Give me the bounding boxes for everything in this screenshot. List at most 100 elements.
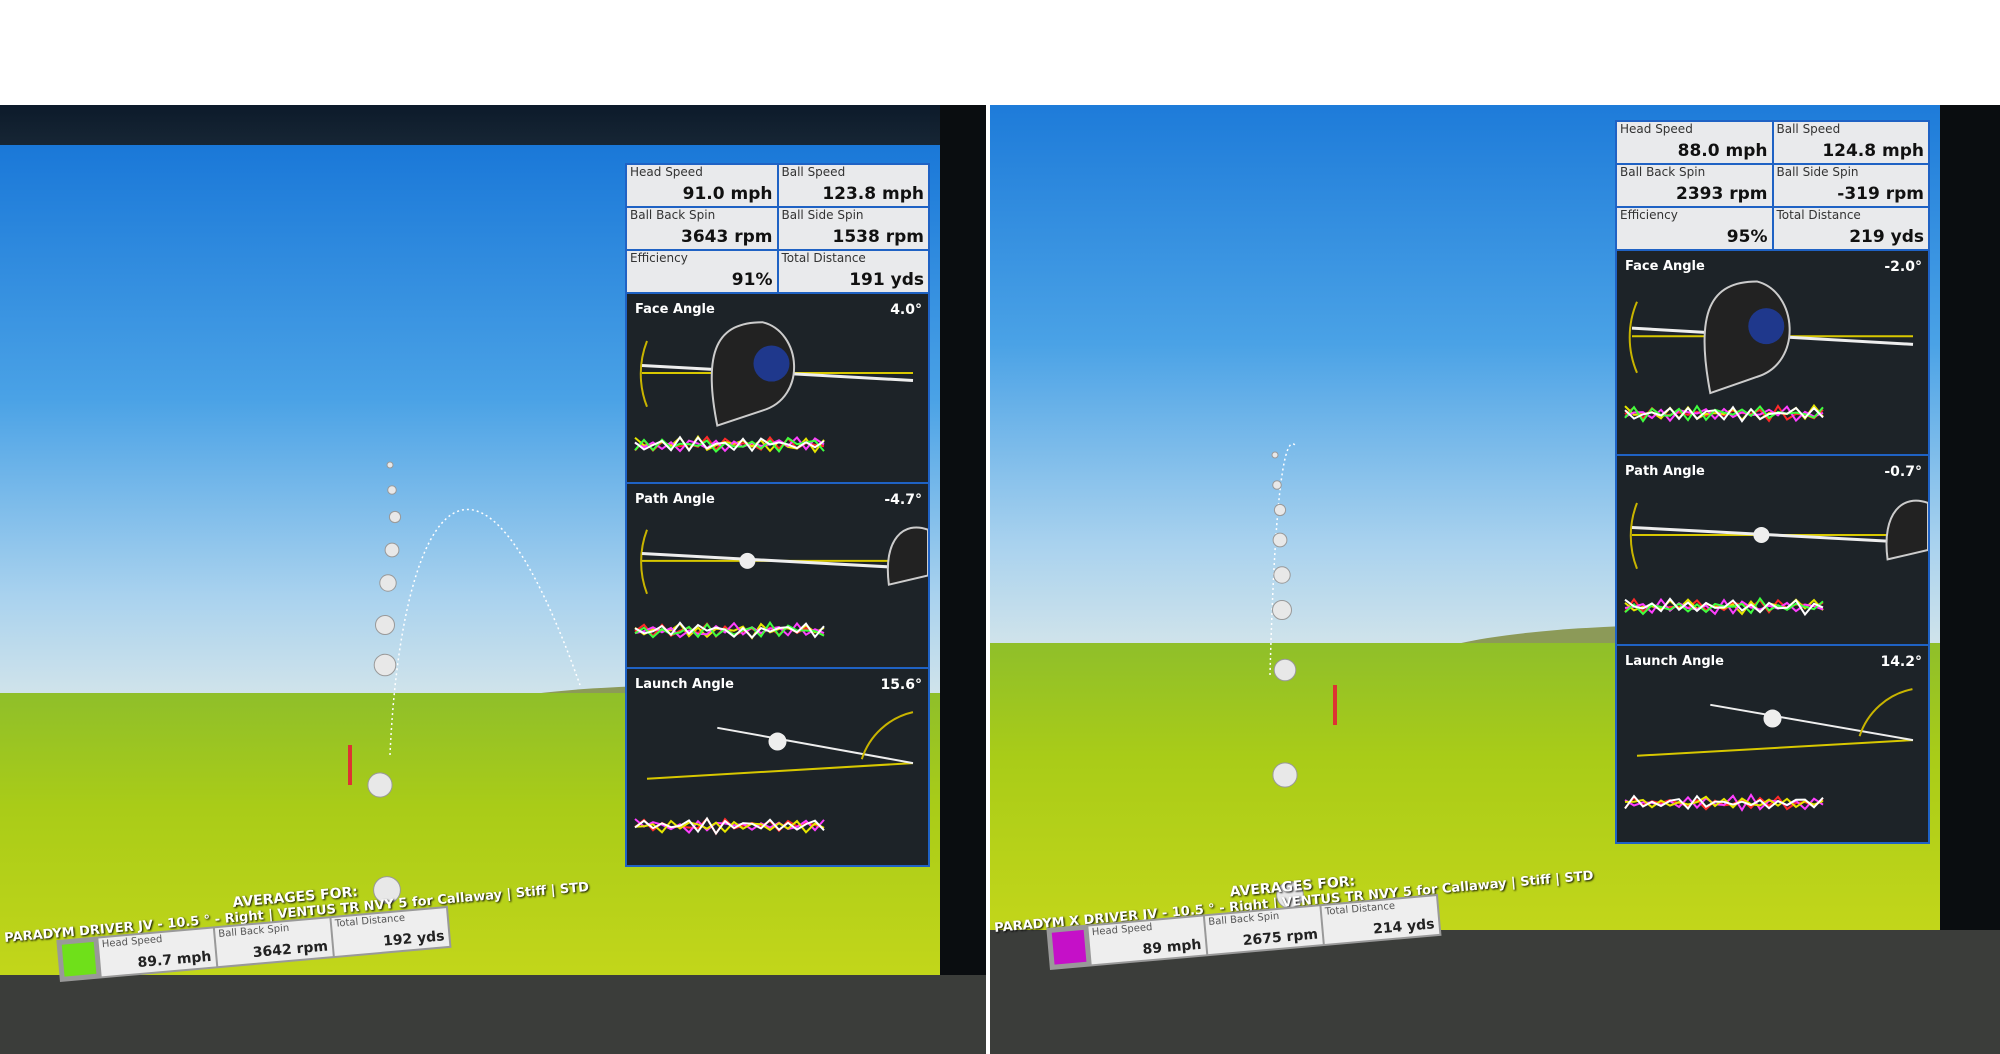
ball-position [1274, 659, 1296, 681]
ball-position [387, 462, 393, 468]
average-label: Total Distance [1325, 901, 1396, 918]
face-angle-graphic [1617, 251, 1928, 454]
average-cell: Head Speed 89.7 mph [98, 928, 216, 976]
ball-position [374, 654, 396, 676]
stat-label: Ball Back Spin [630, 208, 715, 222]
stat-cell: Ball Back Spin 3643 rpm [627, 208, 777, 249]
club-head-icon [1886, 501, 1928, 560]
stats-grid: Head Speed 88.0 mph Ball Speed 124.8 mph Bal… [1617, 122, 1928, 249]
ground-line [647, 763, 913, 779]
stat-label: Head Speed [1620, 122, 1693, 136]
stat-label: Ball Back Spin [1620, 165, 1705, 179]
stat-value: 219 yds [1849, 227, 1924, 247]
stat-label: Ball Side Spin [1777, 165, 1859, 179]
shot-photo-right: Head Speed 88.0 mph Ball Speed 124.8 mph Bal… [990, 105, 2000, 1054]
angle-scale [1860, 689, 1913, 736]
stat-label: Ball Side Spin [782, 208, 864, 222]
path-angle-section: Path Angle -0.7° [1617, 456, 1928, 644]
average-value: 214 yds [1372, 916, 1435, 937]
face-angle-section: Face Angle -2.0° [1617, 251, 1928, 454]
average-label: Total Distance [335, 913, 406, 930]
launch-angle-section: Launch Angle 14.2° [1617, 646, 1928, 842]
stat-cell: Ball Back Spin 2393 rpm [1617, 165, 1772, 206]
stat-value: 2393 rpm [1676, 184, 1768, 204]
stat-cell: Total Distance 219 yds [1774, 208, 1929, 249]
stat-cell: Head Speed 91.0 mph [627, 165, 777, 206]
stat-label: Total Distance [782, 251, 866, 265]
launch-angle-section: Launch Angle 15.6° [627, 669, 928, 865]
ball-icon [1764, 710, 1782, 728]
average-value: 89 mph [1142, 937, 1202, 958]
impact-spot [1748, 308, 1784, 344]
average-cell: Head Speed 89 mph [1088, 916, 1206, 964]
ball-position [1274, 567, 1290, 583]
face-angle-graphic [627, 294, 928, 482]
club-color-swatch [1052, 930, 1087, 965]
average-value: 192 yds [382, 928, 445, 949]
stat-cell: Ball Speed 123.8 mph [779, 165, 929, 206]
stat-value: 124.8 mph [1822, 141, 1924, 161]
floor [0, 975, 986, 1054]
shot-data-panel: Head Speed 88.0 mph Ball Speed 124.8 mph Bal… [1615, 120, 1930, 844]
ball-position [1273, 601, 1292, 620]
stat-cell: Total Distance 191 yds [779, 251, 929, 292]
ball-position [1274, 504, 1285, 515]
average-cell: Total Distance 192 yds [331, 908, 449, 956]
stat-label: Efficiency [1620, 208, 1678, 222]
launch-angle-graphic [1617, 646, 1928, 842]
average-cell: Ball Back Spin 3642 rpm [215, 918, 333, 966]
stat-label: Ball Speed [782, 165, 846, 179]
angle-scale [1630, 302, 1637, 373]
stat-cell: Ball Side Spin 1538 rpm [779, 208, 929, 249]
ball-position [368, 773, 392, 797]
stat-cell: Ball Speed 124.8 mph [1774, 122, 1929, 163]
launch-line [1710, 705, 1913, 740]
average-label: Ball Back Spin [1208, 911, 1280, 928]
ball-position [389, 511, 400, 522]
ball-icon [1753, 527, 1769, 543]
average-cell: Ball Back Spin 2675 rpm [1205, 906, 1323, 954]
stat-value: 88.0 mph [1678, 141, 1768, 161]
ball-icon [769, 733, 787, 751]
stats-grid: Head Speed 91.0 mph Ball Speed 123.8 mph Bal… [627, 165, 928, 292]
average-value: 3642 rpm [252, 939, 328, 962]
stat-cell: Efficiency 91% [627, 251, 777, 292]
ball-position [388, 486, 397, 495]
stat-value: -319 rpm [1837, 184, 1924, 204]
stat-value: 191 yds [849, 270, 924, 290]
angle-scale [862, 712, 913, 759]
ball-position [385, 543, 399, 557]
path-angle-graphic [1617, 456, 1928, 644]
shot-photo-left: Head Speed 91.0 mph Ball Speed 123.8 mph Bal… [0, 105, 986, 1054]
trajectory-trace [1270, 444, 1295, 675]
stat-value: 123.8 mph [822, 184, 924, 204]
stat-value: 91% [732, 270, 773, 290]
path-angle-section: Path Angle -4.7° [627, 484, 928, 667]
launch-line [717, 728, 913, 763]
stat-label: Head Speed [630, 165, 703, 179]
stat-label: Ball Speed [1777, 122, 1841, 136]
average-label: Head Speed [1091, 922, 1152, 938]
ball-position [1273, 481, 1282, 490]
stat-cell: Ball Side Spin -319 rpm [1774, 165, 1929, 206]
trajectory-trace [390, 509, 580, 755]
shot-data-panel: Head Speed 91.0 mph Ball Speed 123.8 mph Bal… [625, 163, 930, 867]
stat-value: 3643 rpm [681, 227, 773, 247]
ball-position [380, 575, 396, 591]
average-label: Head Speed [101, 934, 162, 950]
stat-label: Efficiency [630, 251, 688, 265]
stat-cell: Efficiency 95% [1617, 208, 1772, 249]
ball-position [1273, 533, 1287, 547]
average-value: 2675 rpm [1242, 927, 1318, 950]
ground-line [1637, 740, 1913, 756]
ball-position [376, 616, 395, 635]
stat-value: 1538 rpm [833, 227, 925, 247]
impact-spot [753, 346, 789, 382]
face-angle-section: Face Angle 4.0° [627, 294, 928, 482]
stat-value: 91.0 mph [683, 184, 773, 204]
club-head-icon [888, 527, 928, 584]
stat-label: Total Distance [1777, 208, 1861, 222]
average-value: 89.7 mph [137, 949, 212, 971]
club-color-swatch [62, 942, 97, 977]
average-cell: Total Distance 214 yds [1321, 896, 1439, 944]
